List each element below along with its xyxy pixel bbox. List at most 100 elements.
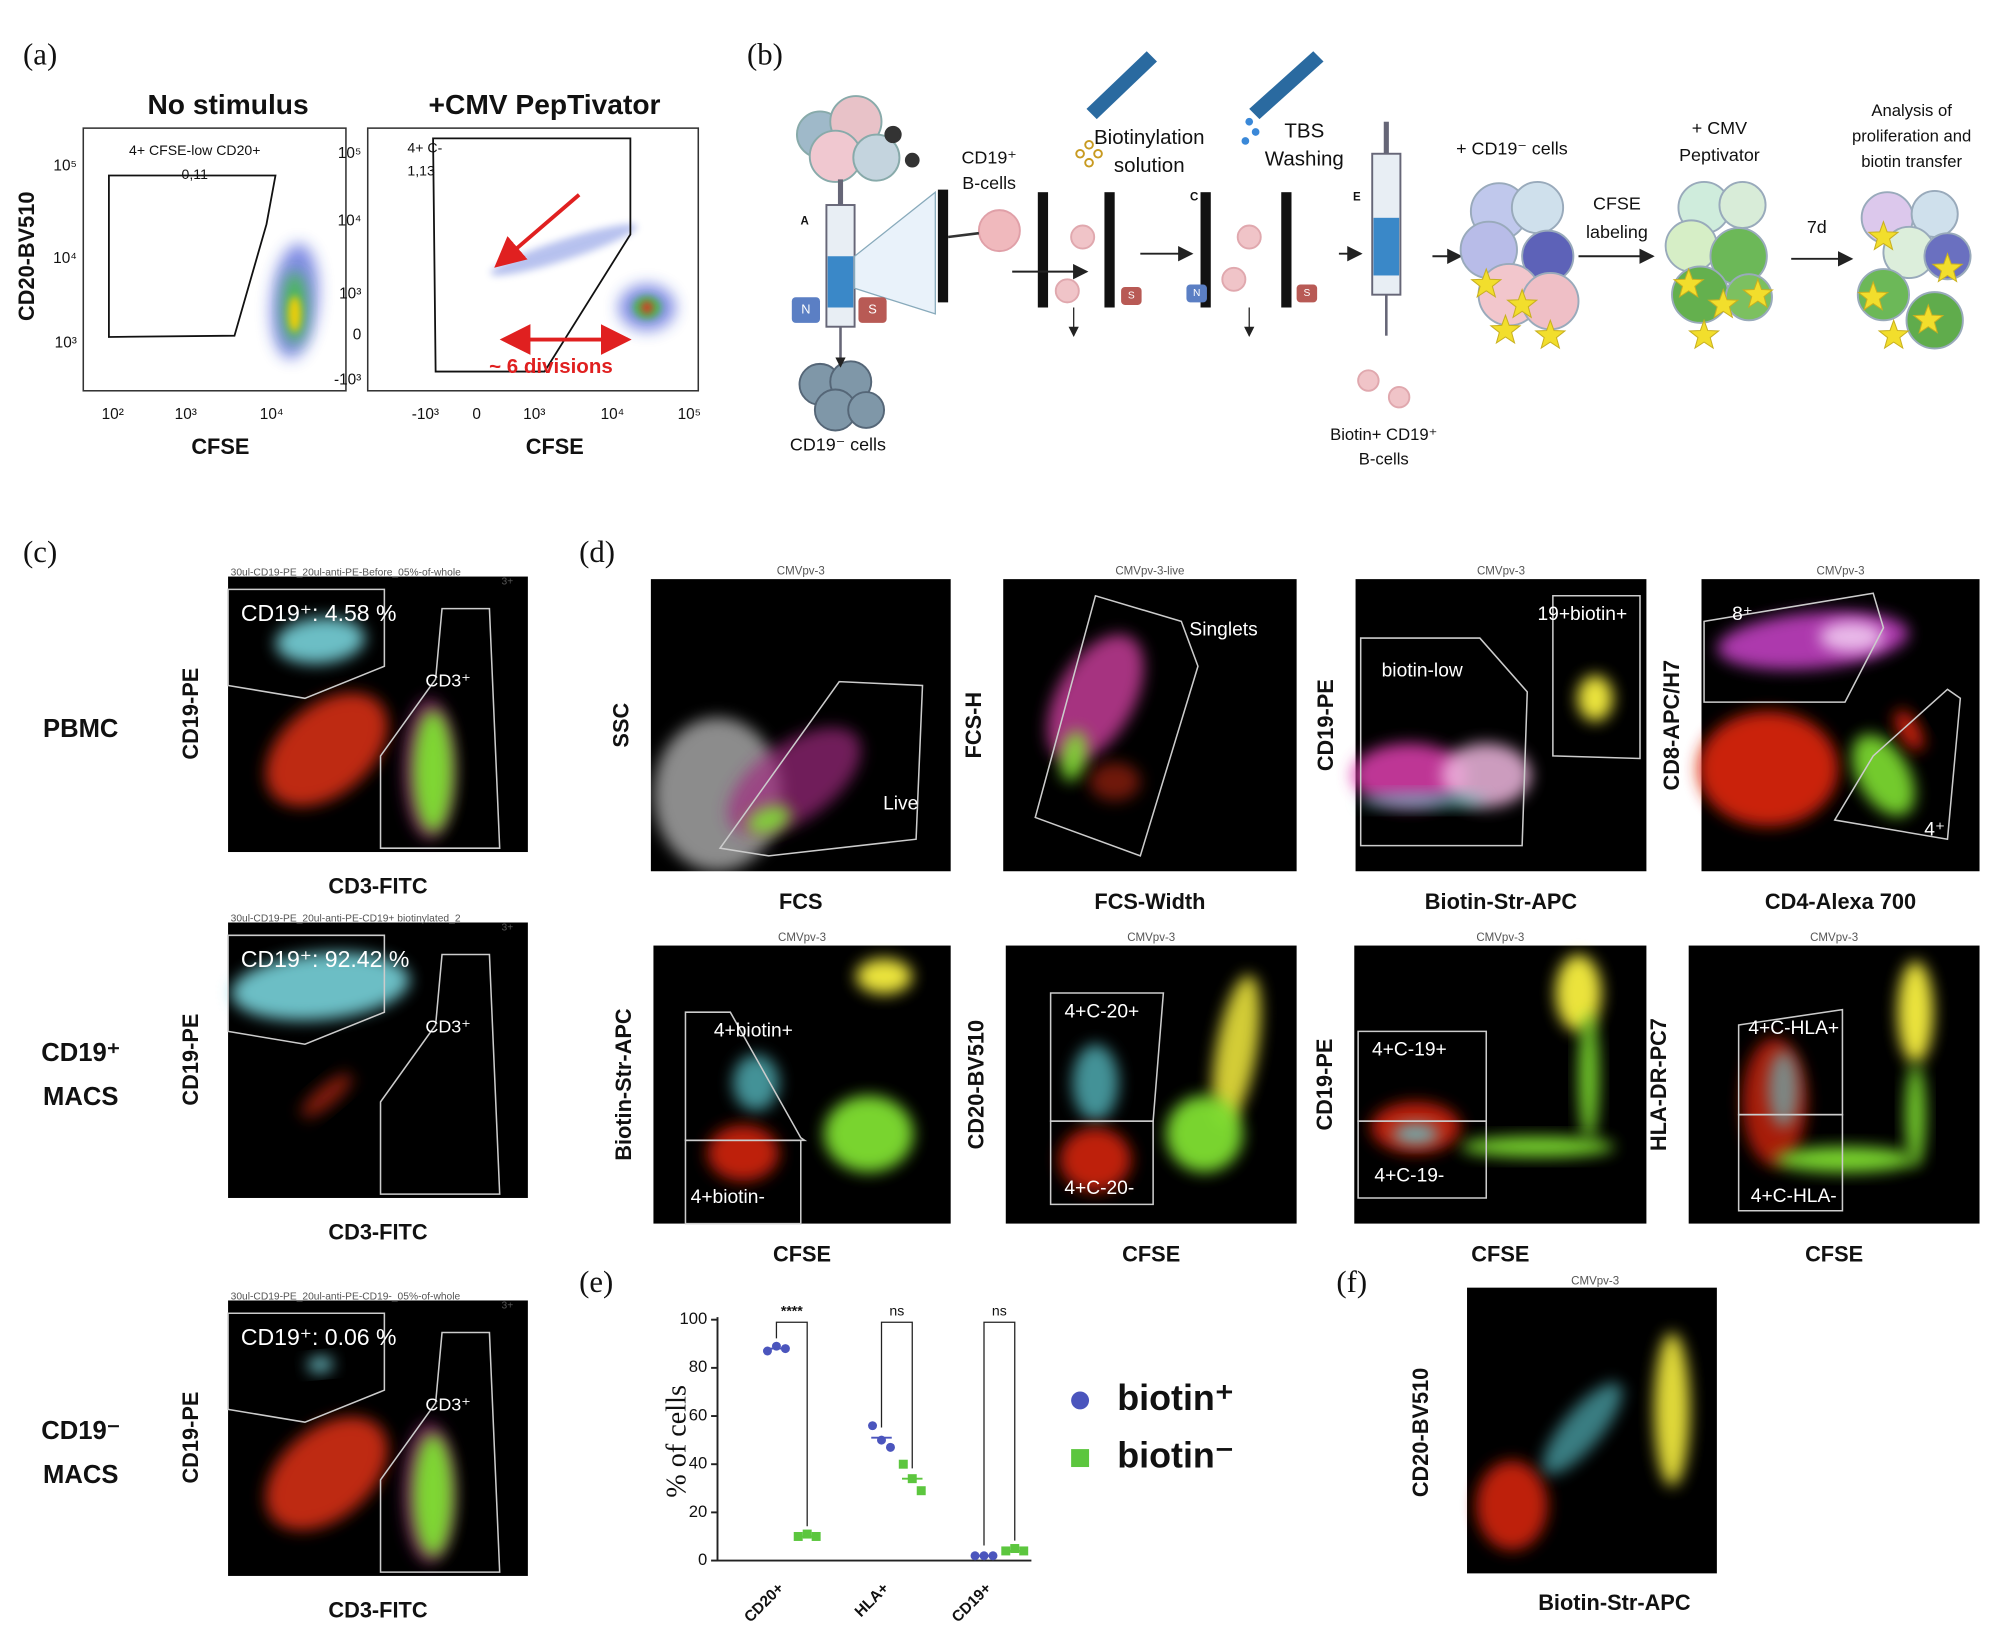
significance-label: ns — [889, 1303, 904, 1319]
panel-label: (e) — [579, 1265, 613, 1299]
panel-label: (f) — [1336, 1265, 1367, 1299]
cell-icon — [1221, 266, 1247, 292]
biotin-drop — [1084, 139, 1094, 150]
gate-label: CD3⁺ — [425, 1394, 470, 1414]
plot-title: CMVpv-3 — [1817, 565, 1865, 577]
cell-population — [1060, 730, 1088, 782]
percent-label: CD19⁺: 4.58 % — [241, 600, 397, 626]
cell-icon — [1070, 224, 1096, 250]
row-label: CD19⁻ — [41, 1417, 120, 1445]
data-point — [868, 1421, 878, 1431]
tick-label: -10³ — [334, 372, 361, 389]
caption: CFSE — [1593, 194, 1641, 214]
cell-population — [640, 301, 654, 314]
caption: proliferation and — [1852, 126, 1971, 145]
cell-population — [412, 1433, 454, 1557]
biotin-star — [1867, 220, 1900, 251]
tick-label: 10³ — [339, 286, 361, 303]
plot-title: CMVpv-3 — [1476, 932, 1524, 944]
magnet — [791, 297, 820, 323]
cell-population — [1774, 1146, 1916, 1173]
cell-population — [1768, 1050, 1799, 1128]
cell-population — [1059, 1127, 1132, 1192]
gate — [1357, 1120, 1488, 1199]
cell-population — [727, 727, 862, 836]
axis-title: % of cells — [662, 1385, 693, 1498]
cell-population — [265, 1416, 388, 1531]
magnet-label: S — [1128, 291, 1135, 302]
axis-title: Biotin-Str-APC — [1425, 889, 1578, 914]
gate-label: CD3⁺ — [425, 1016, 470, 1036]
axis-title: CD20-BV510 — [1408, 1368, 1433, 1497]
cell-population — [412, 709, 454, 833]
axis-title: CFSE — [1471, 1241, 1529, 1266]
biotin-star — [1857, 280, 1890, 311]
magnet-label: N — [801, 301, 810, 316]
percent-label: CD19⁺: 0.06 % — [241, 1324, 397, 1350]
cell-population — [1819, 621, 1884, 653]
caption: B-cells — [1359, 449, 1409, 468]
gate-label: 4+C-HLA- — [1751, 1186, 1837, 1207]
cell-population — [1577, 675, 1614, 722]
step-letter: E — [1353, 191, 1361, 203]
cell-population — [823, 1095, 914, 1173]
cell-population — [1072, 1044, 1119, 1122]
caption: labeling — [1586, 222, 1648, 242]
plot-title: CMVpv-3 — [1810, 932, 1858, 944]
axis-title: HLA-DR-PC7 — [1646, 1018, 1671, 1151]
axis-title: Biotin-Str-APC — [1538, 1590, 1691, 1615]
caption: B-cells — [962, 173, 1016, 193]
magnet-bar — [937, 189, 949, 303]
caption: CD19⁺ — [961, 148, 1016, 168]
step-letter: A — [800, 216, 809, 228]
y-tick-label: 40 — [689, 1454, 708, 1473]
plot-title: CMVpv-3 — [1571, 1275, 1619, 1287]
gate — [684, 1139, 802, 1225]
biotin-star — [1912, 303, 1945, 334]
caption: Biotinylation — [1094, 126, 1205, 149]
biotin-star — [1707, 288, 1740, 319]
axis-title: CFSE — [773, 1241, 831, 1266]
plot-title: CMVpv-3 — [1477, 565, 1525, 577]
drop — [1251, 128, 1260, 136]
caption: + CMV — [1692, 118, 1747, 138]
caption: Analysis of — [1871, 101, 1952, 120]
cell-population — [1212, 974, 1261, 1127]
significance-bracket — [880, 1321, 913, 1469]
gate-value: 0,11 — [182, 166, 209, 182]
gate — [379, 953, 501, 1195]
plot-frame — [1355, 579, 1647, 872]
arrow — [494, 193, 581, 268]
tick-label: 10⁵ — [338, 145, 361, 162]
gate-label: 4+ C- — [407, 139, 442, 155]
syringe-fluid — [1373, 217, 1400, 276]
panel-label: (d) — [579, 535, 615, 569]
tick-label: 0 — [472, 406, 481, 423]
tick-label: 10⁴ — [260, 406, 284, 423]
data-point — [802, 1529, 812, 1539]
magnet-label: S — [868, 301, 877, 316]
cell-population — [1894, 709, 1924, 751]
gate — [227, 934, 386, 1046]
data-point — [1010, 1544, 1020, 1554]
axis-title: CFSE — [1805, 1241, 1863, 1266]
cell-icon — [1357, 369, 1380, 392]
significance-label: **** — [781, 1303, 803, 1319]
gate-label: 19+biotin+ — [1537, 604, 1627, 625]
magnet-label: S — [1303, 288, 1310, 299]
caption: solution — [1114, 154, 1185, 177]
caption: CD19⁻ cells — [790, 435, 886, 455]
tick-label: 0 — [353, 327, 362, 344]
legend-label: biotin⁻ — [1117, 1436, 1234, 1476]
plot-title: CMVpv-3 — [778, 932, 826, 944]
cell-population — [301, 1073, 353, 1118]
gate — [1049, 1120, 1154, 1206]
cell-icon — [1664, 219, 1718, 273]
cell-population — [1460, 1136, 1615, 1157]
cell-population — [707, 1124, 779, 1182]
tick-label: 10³ — [175, 406, 197, 423]
biotin-drop — [1093, 148, 1103, 159]
panel-label: (a) — [23, 38, 57, 72]
biotin-drop — [1084, 157, 1094, 168]
